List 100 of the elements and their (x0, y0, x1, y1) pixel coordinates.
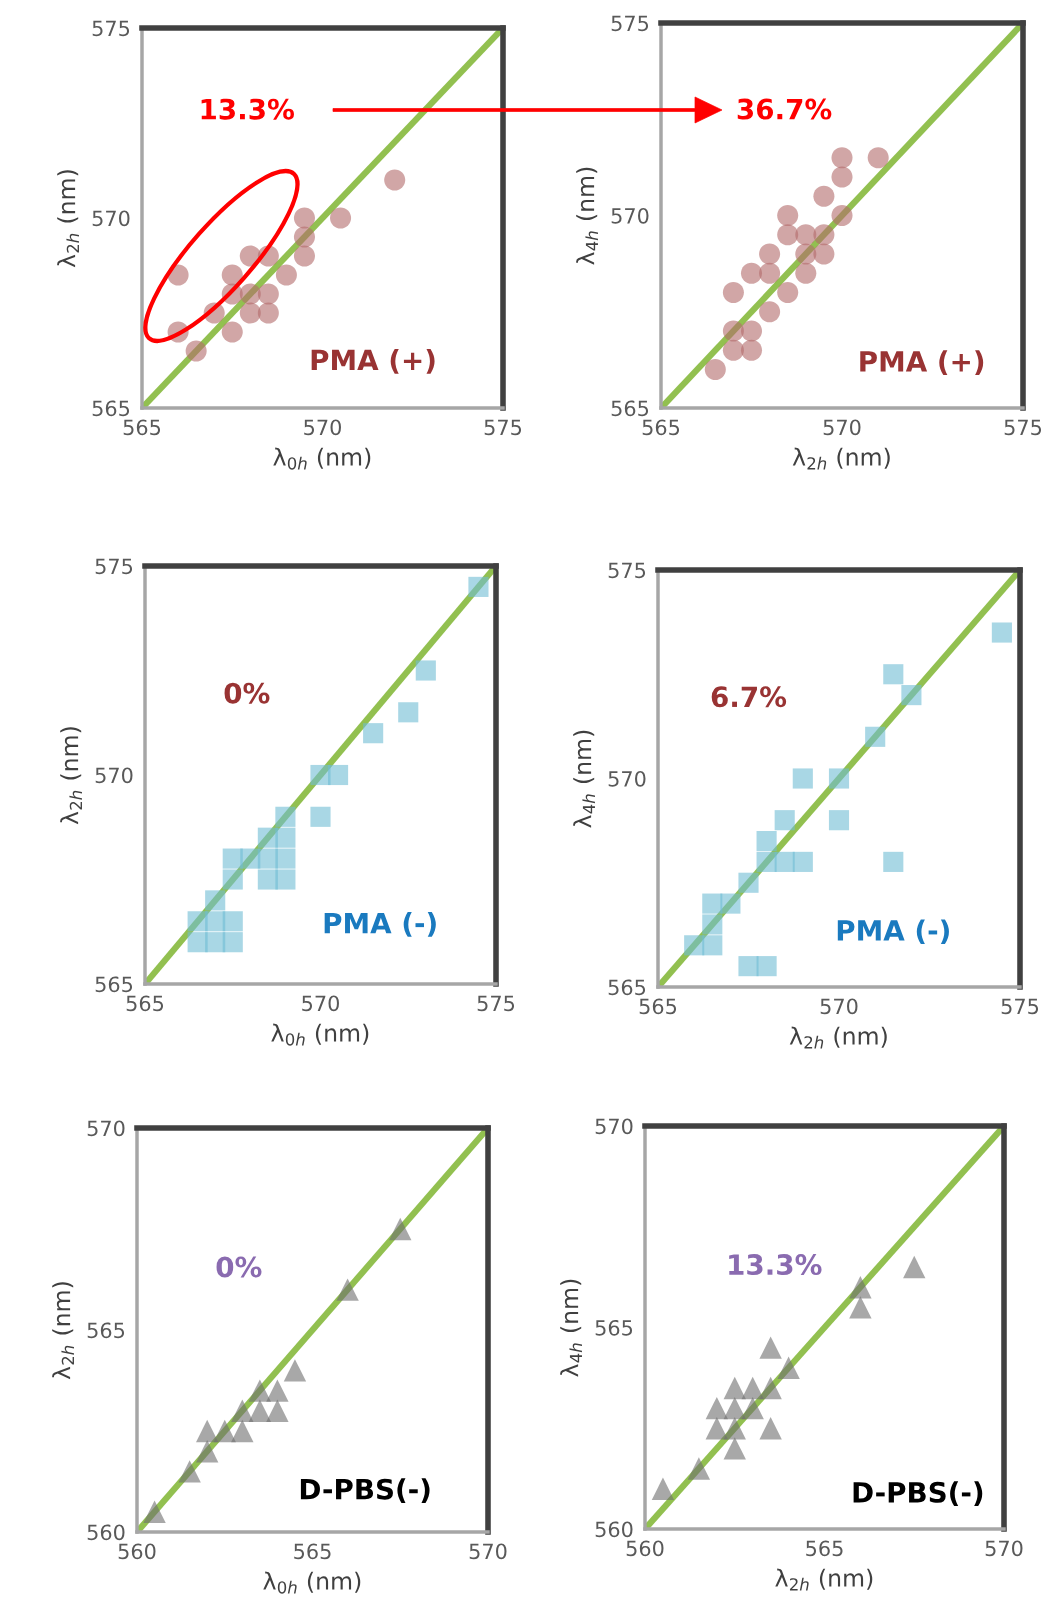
annotation: PMA (-) (324, 912, 436, 937)
point (651, 1477, 675, 1500)
y-tick-label: 570 (95, 767, 133, 784)
point (143, 1500, 166, 1523)
x-tick-label: 575 (484, 419, 522, 436)
point (740, 320, 763, 342)
point (330, 207, 352, 229)
point (792, 768, 813, 789)
point (293, 226, 315, 248)
point (468, 576, 489, 597)
point (723, 1417, 746, 1440)
point (723, 1437, 746, 1460)
x-tick-label: 565 (639, 998, 677, 1015)
point (831, 204, 853, 227)
point (720, 893, 741, 914)
point (275, 869, 296, 890)
point (831, 147, 853, 169)
point (774, 810, 795, 831)
point (704, 358, 726, 381)
y-axis-title: λ$_{2h}$ (nm) (57, 170, 79, 268)
annotation: D-PBS(-) (853, 1481, 983, 1507)
x-axis-title: λ$_{2h}$ (nm) (792, 447, 890, 470)
point (222, 869, 243, 890)
point (178, 1460, 201, 1483)
point (702, 914, 723, 935)
point (705, 1417, 728, 1440)
point (336, 1278, 359, 1301)
point (415, 660, 436, 681)
point (266, 1399, 289, 1422)
y-axis-title: λ$_{2h}$ (nm) (52, 1282, 74, 1380)
y-tick-label: 575 (611, 15, 649, 32)
point (398, 702, 419, 723)
point (722, 339, 744, 361)
point (867, 147, 889, 169)
point (384, 169, 406, 191)
point (741, 1396, 764, 1420)
point (777, 204, 799, 227)
point (275, 264, 297, 286)
point (883, 664, 904, 685)
point (883, 851, 904, 872)
y-axis-title: λ$_{4h}$ (nm) (576, 167, 598, 265)
point (740, 262, 763, 284)
point (991, 622, 1012, 643)
point (828, 810, 850, 831)
point (196, 1419, 219, 1443)
annotation: PMA (+) (311, 348, 435, 374)
point (248, 1379, 272, 1402)
x-axis-title: λ$_{2h}$ (nm) (789, 1026, 887, 1049)
point (759, 243, 781, 265)
point (702, 935, 723, 956)
x-tick-label: 560 (626, 1540, 664, 1557)
annotation: 36.7% (737, 98, 832, 120)
y-tick-label: 560 (87, 1524, 125, 1541)
annotation: PMA (+) (860, 350, 984, 376)
y-tick-label: 570 (611, 207, 649, 224)
point (205, 890, 226, 911)
y-tick-label: 575 (608, 562, 646, 579)
annotation: 0% (224, 682, 270, 704)
point (687, 1457, 711, 1480)
x-axis-title: λ$_{0h}$ (nm) (273, 447, 371, 470)
point (813, 224, 835, 246)
x-tick-label: 575 (1004, 419, 1042, 436)
y-tick-label: 575 (95, 558, 133, 575)
point (275, 827, 296, 848)
x-tick-label: 560 (118, 1543, 156, 1560)
x-tick-label: 565 (642, 419, 680, 436)
point (903, 1255, 926, 1279)
point (813, 243, 835, 265)
x-tick-label: 575 (477, 995, 515, 1012)
point (795, 262, 817, 284)
point (777, 224, 799, 246)
point (363, 723, 384, 744)
y-axis-title: λ$_{2h}$ (nm) (60, 727, 82, 825)
point (756, 956, 777, 977)
y-tick-label: 565 (92, 400, 130, 417)
point (185, 340, 207, 362)
point (828, 768, 850, 789)
y-tick-label: 570 (595, 1118, 633, 1135)
point (723, 1376, 746, 1400)
point (196, 1440, 219, 1463)
point (231, 1399, 254, 1422)
point (777, 1356, 800, 1379)
x-tick-label: 570 (823, 419, 861, 436)
point (759, 301, 781, 323)
point (759, 1376, 782, 1400)
point (831, 166, 853, 188)
point (275, 848, 296, 869)
point (327, 764, 349, 786)
y-tick-label: 565 (608, 979, 646, 996)
y-tick-label: 570 (87, 1120, 125, 1137)
y-axis-title: λ$_{4h}$ (nm) (560, 1279, 582, 1377)
point (231, 1419, 254, 1443)
point (795, 224, 817, 246)
point (849, 1296, 872, 1319)
point (759, 262, 781, 284)
x-axis-title: λ$_{0h}$ (nm) (263, 1571, 361, 1594)
point (257, 302, 279, 324)
annotation: D-PBS(-) (300, 1478, 430, 1503)
point (795, 243, 817, 265)
x-tick-label: 565 (294, 1543, 331, 1560)
